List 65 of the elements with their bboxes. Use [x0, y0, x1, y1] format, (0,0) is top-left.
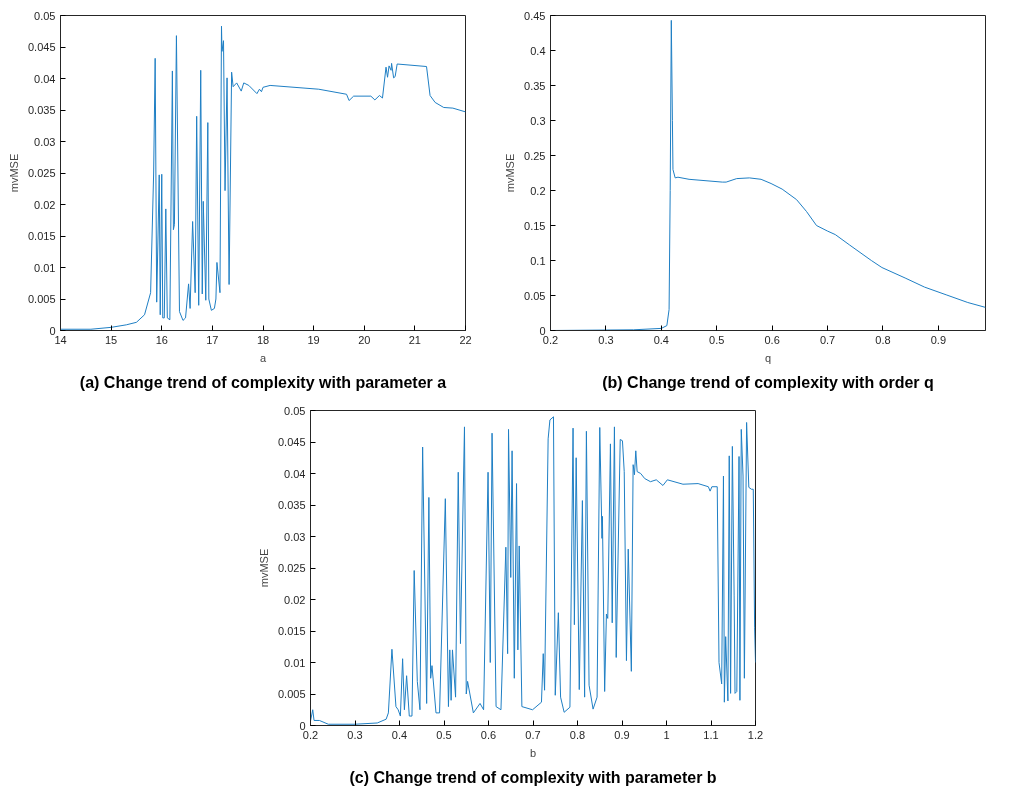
y-tick-label: 0.45 — [524, 9, 546, 22]
y-axis-title: mvMSE — [257, 548, 270, 588]
x-tick-label: 22 — [459, 333, 472, 346]
x-tick-label: 0.5 — [436, 728, 452, 741]
x-tick-label: 1 — [663, 728, 670, 741]
y-tick-label: 0.02 — [284, 593, 306, 606]
y-tick-label: 0.05 — [284, 404, 306, 417]
y-tick-label: 0 — [49, 324, 56, 337]
x-tick-label: 0.4 — [391, 728, 408, 741]
y-tick-label: 0.035 — [277, 499, 306, 511]
y-tick-label: 0.05 — [34, 9, 56, 22]
x-tick-label: 17 — [206, 333, 219, 346]
x-tick-label: 0.9 — [614, 728, 630, 741]
y-tick-label: 0.015 — [277, 625, 306, 637]
y-axis-title: mvMSE — [7, 153, 20, 193]
y-tick-label: 0.25 — [524, 149, 546, 162]
y-tick-label: 0.015 — [27, 230, 56, 242]
y-tick-label: 0.01 — [284, 656, 306, 669]
x-tick-label: 14 — [54, 333, 67, 346]
y-tick-label: 0.1 — [530, 254, 546, 267]
x-tick-label: 0.7 — [819, 333, 836, 346]
x-tick-label: 0.8 — [875, 333, 891, 346]
x-tick-label: 0.3 — [347, 728, 363, 741]
x-tick-label: 0.6 — [764, 333, 780, 346]
x-tick-label: 1.1 — [703, 728, 719, 741]
x-tick-label: 15 — [105, 333, 118, 346]
x-axis-title: a — [259, 351, 267, 364]
x-tick-label: 16 — [155, 333, 168, 346]
text: (c) Change trend of complexity with parameter b — [349, 768, 717, 786]
y-tick-label: 0.025 — [27, 167, 56, 179]
y-tick-label: 0.04 — [34, 72, 56, 85]
y-tick-label: 0.02 — [34, 198, 56, 211]
y-tick-label: 0.03 — [34, 135, 56, 148]
y-axis-title: mvMSE — [504, 153, 517, 193]
x-tick-label: 1.2 — [747, 728, 764, 741]
y-tick-label: 0.045 — [27, 41, 56, 53]
y-tick-label: 0.3 — [530, 114, 546, 127]
y-tick-label: 0.35 — [524, 79, 546, 92]
x-tick-label: 0.6 — [480, 728, 497, 741]
y-tick-label: 0.01 — [34, 261, 56, 274]
y-tick-label: 0.15 — [524, 219, 546, 232]
x-tick-label: 18 — [256, 333, 270, 346]
y-tick-label: 0.005 — [277, 688, 306, 700]
x-tick-label: 0.4 — [653, 333, 669, 346]
y-tick-label: 0.03 — [284, 530, 306, 543]
x-tick-label: 0.5 — [709, 333, 725, 346]
x-tick-label: 0.8 — [569, 728, 586, 741]
x-axis-title: b — [529, 746, 537, 759]
text: (b) Change trend of complexity with order q — [602, 373, 934, 391]
y-tick-label: 0.04 — [284, 467, 306, 480]
y-tick-label: 0.05 — [524, 289, 546, 302]
x-tick-label: 0.7 — [525, 728, 541, 741]
x-axis-title: q — [764, 351, 772, 364]
x-tick-label: 0.9 — [930, 333, 947, 346]
x-tick-label: 21 — [408, 333, 422, 346]
x-tick-label: 19 — [307, 333, 320, 346]
x-tick-label: 0.3 — [598, 333, 614, 346]
y-tick-label: 0.045 — [277, 436, 306, 448]
y-tick-label: 0.035 — [27, 104, 56, 116]
y-tick-label: 0.005 — [27, 293, 56, 305]
y-tick-label: 0.2 — [530, 184, 546, 197]
text: (a) Change trend of complexity with parameter a — [79, 373, 447, 391]
x-tick-label: 20 — [358, 333, 371, 346]
y-tick-label: 0.025 — [277, 562, 306, 574]
y-tick-label: 0.4 — [530, 44, 546, 57]
